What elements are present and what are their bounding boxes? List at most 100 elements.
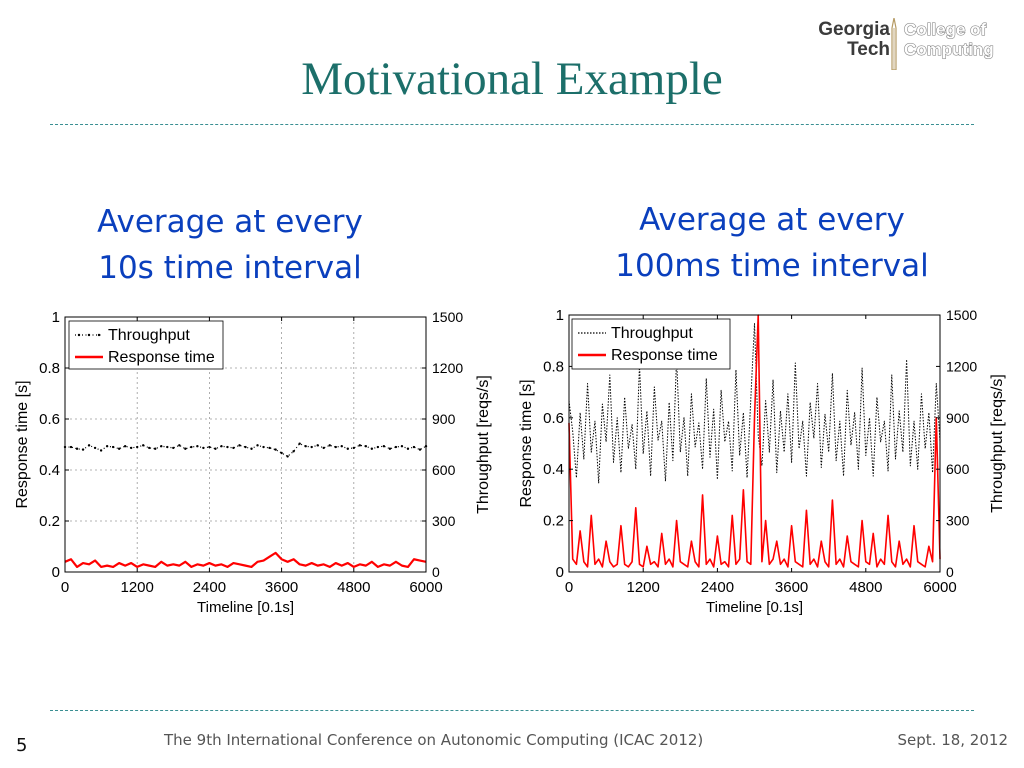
college-logo: Georgia Tech College of Computing: [796, 18, 1016, 70]
data-point: [136, 445, 139, 449]
legend-marker: [77, 333, 81, 337]
data-point: [178, 444, 181, 447]
y2-tick-label: 1200: [432, 360, 463, 376]
data-point: [322, 446, 325, 450]
bottom-divider: [50, 710, 974, 711]
data-point: [190, 445, 193, 449]
y2-tick-label: 900: [432, 411, 456, 427]
y2-axis-label: Throughput [reqs/s]: [989, 374, 1006, 513]
caption-line: 10s time interval: [98, 250, 362, 286]
data-point: [394, 445, 398, 449]
data-point: [400, 445, 404, 448]
legend-label: Throughput: [108, 327, 190, 344]
legend-label: Throughput: [611, 325, 693, 342]
data-point: [75, 447, 79, 450]
y2-tick-label: 300: [946, 513, 970, 529]
data-point: [352, 446, 355, 450]
logo-line: Computing: [904, 40, 995, 60]
data-point: [111, 445, 115, 449]
data-point: [250, 447, 253, 450]
y-tick-label: 0.4: [39, 462, 60, 479]
data-point: [244, 445, 247, 449]
data-point: [382, 445, 386, 448]
series-line-throughput: [568, 323, 941, 484]
y2-tick-label: 900: [946, 410, 970, 426]
data-point: [208, 445, 211, 449]
data-point: [340, 445, 343, 448]
y-tick-label: 1: [556, 307, 564, 324]
logo-left-text: Georgia Tech: [796, 20, 890, 60]
data-point: [274, 448, 277, 451]
logo-line: Georgia: [818, 19, 890, 40]
data-point: [310, 445, 313, 449]
legend-box: [68, 320, 224, 370]
top-divider: [50, 124, 974, 125]
y-tick-label: 0.6: [39, 411, 60, 428]
legend-box: [571, 318, 731, 370]
legend-marker: [97, 333, 101, 337]
data-point: [129, 446, 133, 450]
legend-marker: [87, 333, 91, 337]
y2-axis-label: Throughput [reqs/s]: [475, 375, 492, 514]
caption-left: Average at every 10s time interval: [70, 199, 390, 291]
x-tick-label: 3600: [265, 579, 298, 596]
data-point: [292, 450, 295, 453]
series-line-response-time: [568, 314, 941, 568]
x-tick-label: 3600: [775, 579, 808, 596]
data-point: [154, 447, 157, 450]
y2-tick-label: 0: [946, 564, 954, 580]
logo-line: Tech: [847, 39, 890, 60]
data-point: [286, 455, 289, 458]
caption-line: Average at every: [97, 204, 363, 240]
data-point: [160, 445, 163, 448]
data-point: [280, 451, 283, 455]
data-point: [298, 442, 301, 445]
y-tick-label: 0.8: [543, 358, 564, 375]
y-tick-label: 0.2: [543, 513, 564, 530]
legend-label: Response time: [108, 349, 215, 366]
data-point: [196, 445, 199, 448]
data-point: [358, 444, 362, 447]
data-point: [238, 444, 241, 447]
data-point: [220, 445, 223, 448]
data-point: [316, 444, 319, 447]
data-point: [117, 447, 121, 450]
data-point: [105, 445, 109, 448]
footer-conference: The 9th International Conference on Auto…: [164, 731, 704, 749]
y2-tick-label: 1500: [432, 309, 463, 325]
footer-date: Sept. 18, 2012: [897, 731, 1009, 749]
caption-right: Average at every 100ms time interval: [592, 197, 952, 289]
plot-frame: [64, 316, 427, 573]
data-point: [334, 445, 337, 449]
data-point: [81, 448, 85, 451]
data-point: [93, 446, 97, 450]
y2-tick-label: 300: [432, 513, 456, 529]
data-point: [262, 445, 265, 449]
data-point: [406, 447, 410, 450]
y-axis-label: Response time [s]: [14, 380, 31, 508]
x-tick-label: 2400: [193, 579, 226, 596]
y-tick-label: 0.8: [39, 360, 60, 377]
data-point: [376, 445, 380, 449]
data-point: [226, 445, 229, 449]
x-tick-label: 2400: [701, 579, 734, 596]
caption-line: Average at every: [639, 202, 905, 238]
x-tick-label: 4800: [337, 579, 370, 596]
y-axis-label: Response time [s]: [518, 379, 535, 507]
x-axis-label: Timeline [0.1s]: [197, 599, 294, 616]
data-point: [364, 445, 368, 448]
y-tick-label: 0.2: [39, 513, 60, 530]
slide-number: 5: [16, 735, 28, 756]
y-tick-label: 1: [52, 309, 60, 326]
plot-frame: [568, 314, 941, 573]
data-point: [304, 445, 307, 448]
y2-tick-label: 1500: [946, 307, 977, 323]
data-point: [142, 444, 145, 447]
y-tick-label: 0: [556, 564, 564, 581]
data-point: [370, 447, 374, 450]
data-point: [412, 445, 416, 449]
y2-tick-label: 600: [432, 462, 456, 478]
x-tick-label: 6000: [409, 579, 442, 596]
